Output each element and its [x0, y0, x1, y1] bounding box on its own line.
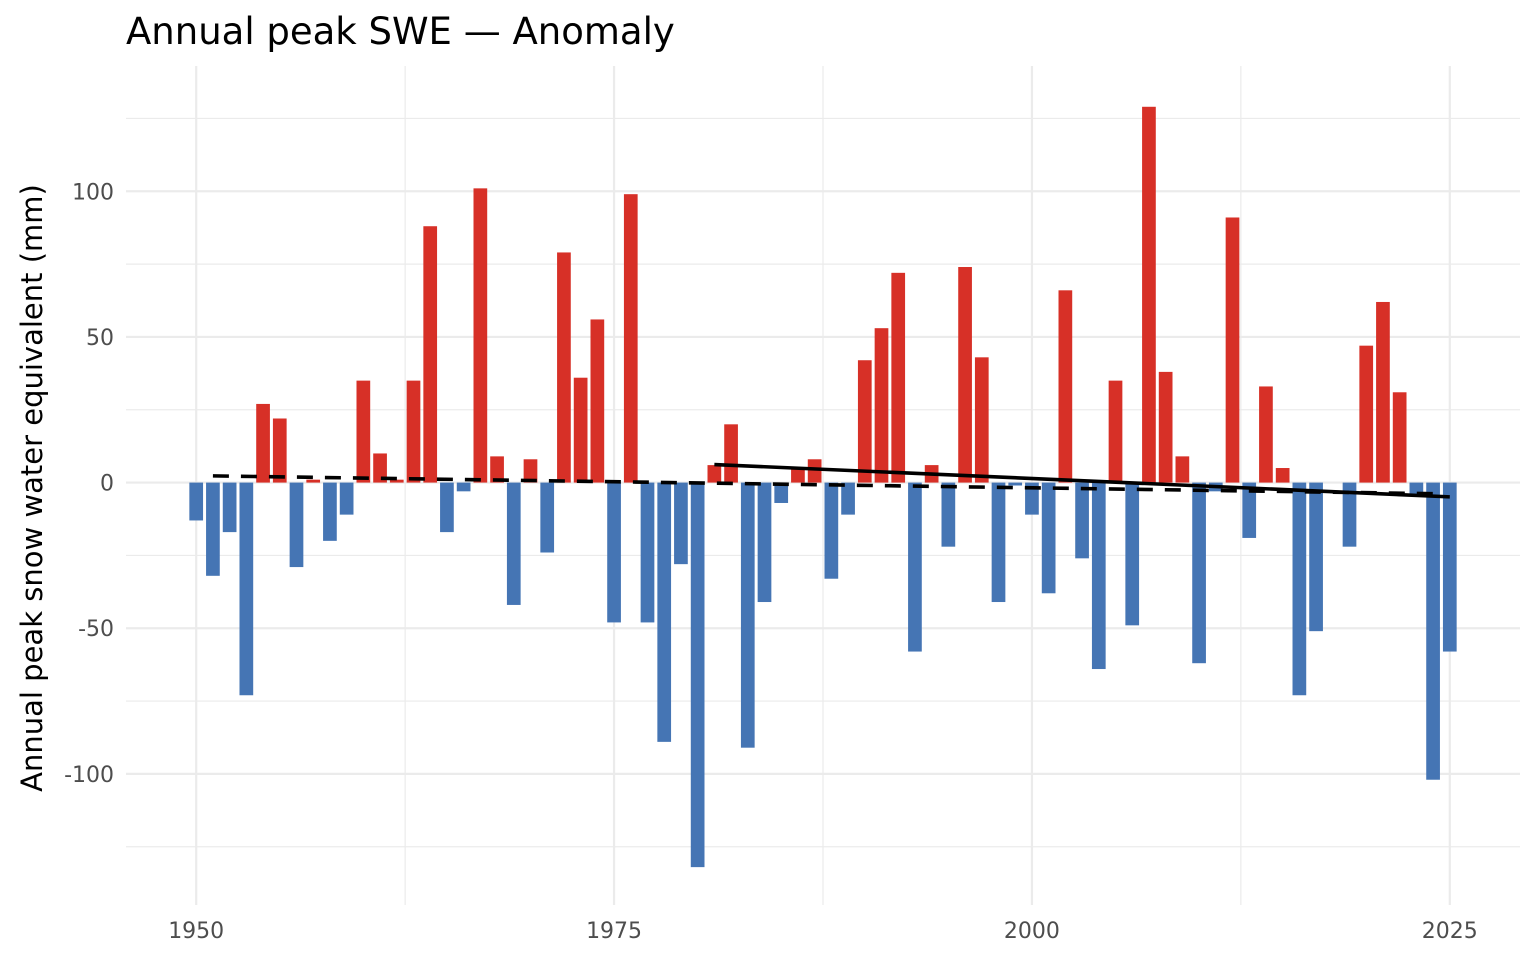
- bar-1953: [239, 482, 254, 696]
- bar-2002: [1058, 290, 1073, 483]
- bar-1959: [339, 482, 354, 515]
- x-tick-label: 2000: [1004, 919, 1060, 944]
- bar-1987: [807, 459, 822, 483]
- bar-2001: [1041, 482, 1056, 594]
- bar-1972: [557, 252, 571, 483]
- bar-1991: [874, 328, 889, 483]
- bar-2024: [1426, 482, 1440, 780]
- bar-1982: [724, 424, 738, 483]
- bar-1995: [941, 482, 956, 547]
- bar-2021: [1376, 301, 1390, 483]
- trend-line-dashed: [212, 474, 1434, 496]
- bar-1950: [189, 482, 204, 521]
- bar-1978: [657, 482, 672, 742]
- bar-1971: [540, 482, 555, 553]
- bar-2025: [1442, 482, 1457, 652]
- bar-1957: [306, 479, 321, 483]
- bar-1975: [607, 482, 621, 623]
- bar-1974: [590, 319, 605, 483]
- bar-1970: [523, 459, 538, 483]
- bar-2009: [1175, 456, 1190, 483]
- bar-2019: [1342, 482, 1357, 547]
- trend-line-solid: [714, 462, 1450, 499]
- y-tick-label: 50: [86, 326, 114, 351]
- bar-2003: [1075, 482, 1089, 559]
- bar-1965: [440, 482, 454, 533]
- bar-1999: [1008, 482, 1023, 486]
- bar-1967: [473, 188, 488, 483]
- bars: [189, 106, 1457, 868]
- bar-1973: [573, 377, 588, 483]
- bar-2022: [1392, 392, 1407, 483]
- bar-2013: [1242, 482, 1257, 538]
- bar-1983: [740, 482, 755, 748]
- y-tick-label: 100: [72, 180, 114, 205]
- bar-2010: [1192, 482, 1206, 664]
- bar-1986: [791, 468, 805, 483]
- bar-1951: [206, 482, 220, 576]
- bar-2016: [1292, 482, 1307, 696]
- bar-1990: [857, 360, 872, 483]
- bar-2023: [1409, 482, 1424, 495]
- bar-1966: [456, 482, 471, 492]
- bar-1992: [891, 272, 906, 483]
- bar-1981: [707, 465, 722, 483]
- bar-1963: [406, 380, 421, 483]
- grid-minor: [126, 66, 1520, 905]
- bar-1954: [256, 403, 270, 483]
- bar-1956: [289, 482, 304, 568]
- bar-1997: [974, 357, 989, 483]
- bar-2015: [1275, 468, 1290, 483]
- bar-1964: [423, 226, 438, 483]
- x-tick-label: 1950: [168, 919, 224, 944]
- bar-1958: [323, 482, 337, 541]
- bar-1988: [824, 482, 839, 579]
- bar-1993: [908, 482, 922, 652]
- bar-1962: [389, 479, 404, 483]
- bar-1984: [757, 482, 772, 603]
- bar-2007: [1142, 106, 1156, 483]
- bar-2014: [1259, 386, 1273, 483]
- bar-1998: [991, 482, 1006, 603]
- bar-2004: [1091, 482, 1106, 670]
- x-tick-label: 1975: [586, 919, 642, 944]
- trend-lines: [212, 462, 1450, 499]
- y-tick-label: -100: [64, 763, 114, 788]
- bar-1989: [841, 482, 855, 515]
- bar-2000: [1025, 482, 1039, 515]
- bar-1979: [674, 482, 688, 565]
- bar-1968: [490, 456, 504, 483]
- tick-labels: 1950 1975 2000 2025 -100 -50 0 50 100: [64, 180, 1478, 944]
- x-tick-label: 2025: [1422, 919, 1478, 944]
- bar-1977: [640, 482, 655, 623]
- chart-title: Annual peak SWE — Anomaly: [126, 10, 675, 53]
- bar-1976: [623, 194, 638, 483]
- bar-1980: [690, 482, 705, 868]
- bar-1952: [222, 482, 237, 533]
- bar-1985: [774, 482, 789, 503]
- bar-1955: [272, 418, 287, 483]
- y-axis-title: Annual peak snow water equivalent (mm): [15, 184, 49, 792]
- bar-2006: [1125, 482, 1140, 626]
- bar-2008: [1158, 371, 1173, 483]
- bar-1969: [506, 482, 521, 605]
- bar-2012: [1225, 217, 1240, 483]
- bar-2017: [1309, 482, 1323, 632]
- bar-1960: [356, 380, 371, 483]
- bar-1996: [958, 267, 972, 483]
- y-tick-label: 0: [100, 472, 114, 497]
- y-tick-label: -50: [78, 617, 114, 642]
- bar-1961: [373, 453, 387, 483]
- bar-2020: [1359, 345, 1374, 483]
- bar-2005: [1108, 380, 1123, 483]
